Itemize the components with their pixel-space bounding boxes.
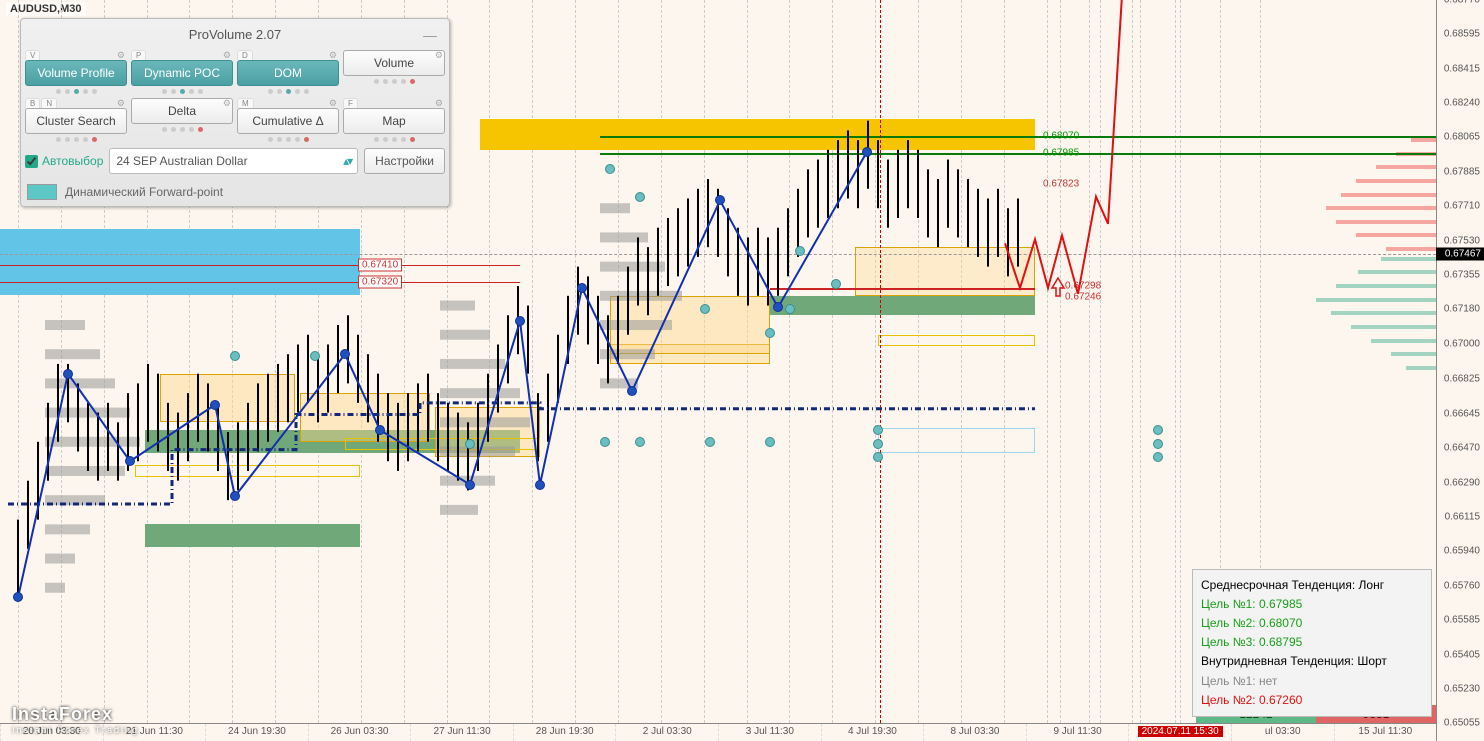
panel-forward-row: Динамический Forward-point xyxy=(25,180,445,202)
y-axis: 0.68770 0.68595 0.68415 0.68240 0.68065 0.678… xyxy=(1436,0,1484,741)
target-green: Цель №1: 0.67985 xyxy=(1201,595,1423,614)
x-tick: 15 Jul 11:30 xyxy=(1334,724,1437,741)
y-tick: 0.67710 xyxy=(1444,201,1480,212)
instrument-select-value: 24 SEP Australian Dollar xyxy=(116,154,247,168)
panel-minimize-icon[interactable]: — xyxy=(423,27,437,43)
price-label: 0.68070 xyxy=(1040,131,1082,142)
x-tick: 24 Jun 19:30 xyxy=(205,724,308,741)
target-grey: Цель №1: нет xyxy=(1201,672,1423,691)
y-tick: 0.68240 xyxy=(1444,98,1480,109)
x-tick: 4 Jul 19:30 xyxy=(821,724,924,741)
y-tick: 0.66115 xyxy=(1445,511,1480,522)
panel-button[interactable]: DOM xyxy=(237,60,339,86)
settings-button[interactable]: Настройки xyxy=(364,148,445,174)
y-tick: 0.66825 xyxy=(1444,373,1480,384)
y-tick: 0.65055 xyxy=(1444,718,1480,729)
price-label: 0.67985 xyxy=(1040,147,1082,158)
price-label: 0.67246 xyxy=(1062,291,1104,302)
x-tick: 8 Jul 03:30 xyxy=(923,724,1026,741)
price-label: 0.68795 xyxy=(1040,0,1082,1)
forward-point-swatch xyxy=(27,184,57,200)
x-tick: 28 Jun 19:30 xyxy=(513,724,616,741)
x-tick: 3 Jul 11:30 xyxy=(718,724,821,741)
panel-button[interactable]: Volume Profile xyxy=(25,60,127,86)
price-label: 0.67823 xyxy=(1040,179,1082,190)
current-price-marker: 0.67467 xyxy=(1436,247,1484,260)
autoselect-checkbox[interactable]: Автовыбор xyxy=(25,154,103,168)
panel-button[interactable]: Dynamic POC xyxy=(131,60,233,86)
y-tick: 0.66470 xyxy=(1444,442,1480,453)
y-tick: 0.65405 xyxy=(1444,649,1480,660)
x-tick: 26 Jun 03:30 xyxy=(308,724,411,741)
brand-logo: InstaForex Instant Forex Trading xyxy=(12,704,139,735)
target-green: Цель №2: 0.68070 xyxy=(1201,614,1423,633)
gear-icon[interactable]: ⚙ xyxy=(435,98,443,109)
x-tick: 2024.07.11 15:30 xyxy=(1128,724,1231,741)
trend-info-box: Среднесрочная Тенденция: Лонг Цель №1: 0… xyxy=(1192,569,1432,717)
y-tick: 0.67885 xyxy=(1444,167,1480,178)
select-arrows-icon: ▴▾ xyxy=(343,154,351,168)
gear-icon[interactable]: ⚙ xyxy=(223,98,231,109)
panel-button[interactable]: Volume xyxy=(343,50,445,76)
intraday-trend-label: Внутридневная Тенденция: Шорт xyxy=(1201,652,1423,671)
y-tick: 0.67355 xyxy=(1444,270,1480,281)
y-tick: 0.68415 xyxy=(1444,64,1480,75)
gear-icon[interactable]: ⚙ xyxy=(117,98,125,109)
panel-button[interactable]: Map xyxy=(343,108,445,134)
gear-icon[interactable]: ⚙ xyxy=(329,98,337,109)
y-tick: 0.67180 xyxy=(1444,304,1480,315)
x-tick: ul 03:30 xyxy=(1231,724,1334,741)
gear-icon[interactable]: ⚙ xyxy=(117,50,125,61)
y-tick: 0.67530 xyxy=(1444,236,1480,247)
gear-icon[interactable]: ⚙ xyxy=(223,50,231,61)
panel-select-row: Автовыбор 24 SEP Australian Dollar ▴▾ На… xyxy=(25,148,445,174)
brand-tagline: Instant Forex Trading xyxy=(12,725,139,735)
provolume-panel: ProVolume 2.07 — V⚙Volume ProfileP⚙Dynam… xyxy=(20,18,450,207)
forward-point-label: Динамический Forward-point xyxy=(65,185,223,199)
y-tick: 0.68770 xyxy=(1444,0,1480,6)
brand-name: InstaForex xyxy=(12,704,113,724)
panel-title: ProVolume 2.07 — xyxy=(25,23,445,50)
y-tick: 0.65230 xyxy=(1444,683,1480,694)
price-label: 0.67320 xyxy=(358,276,402,289)
autoselect-label: Автовыбор xyxy=(42,154,103,168)
midterm-trend-label: Среднесрочная Тенденция: Лонг xyxy=(1201,576,1423,595)
panel-title-text: ProVolume 2.07 xyxy=(189,27,282,42)
target-green: Цель №3: 0.68795 xyxy=(1201,633,1423,652)
panel-buttons-row1: V⚙Volume ProfileP⚙Dynamic POCD⚙DOM⚙Volum… xyxy=(25,50,445,94)
chart-container: AUDUSD,M30 0.687950.680700.679850.678230… xyxy=(0,0,1484,741)
panel-button[interactable]: Cumulative Δ xyxy=(237,108,339,134)
targets-green: Цель №1: 0.67985Цель №2: 0.68070Цель №3:… xyxy=(1201,595,1423,653)
panel-button[interactable]: Delta xyxy=(131,98,233,124)
y-tick: 0.66290 xyxy=(1444,477,1480,488)
panel-buttons-row2: BN⚙Cluster Search⚙DeltaM⚙Cumulative ΔF⚙M… xyxy=(25,98,445,142)
price-label: 0.67410 xyxy=(358,258,402,271)
y-tick: 0.67000 xyxy=(1444,339,1480,350)
panel-button[interactable]: Cluster Search xyxy=(25,108,127,134)
y-tick: 0.66645 xyxy=(1444,408,1480,419)
y-tick: 0.65940 xyxy=(1444,545,1480,556)
gear-icon[interactable]: ⚙ xyxy=(435,50,443,61)
x-tick: 2 Jul 03:30 xyxy=(615,724,718,741)
y-tick: 0.68065 xyxy=(1444,132,1480,143)
x-axis: 20 Jun 03:3021 Jun 11:3024 Jun 19:3026 J… xyxy=(0,723,1436,741)
y-tick: 0.65585 xyxy=(1444,614,1480,625)
gear-icon[interactable]: ⚙ xyxy=(329,50,337,61)
y-tick: 0.65760 xyxy=(1444,580,1480,591)
x-tick: 9 Jul 11:30 xyxy=(1026,724,1129,741)
target-red: Цель №2: 0.67260 xyxy=(1201,691,1423,710)
instrument-select[interactable]: 24 SEP Australian Dollar ▴▾ xyxy=(109,148,358,174)
autoselect-input[interactable] xyxy=(25,155,38,168)
y-tick: 0.68595 xyxy=(1444,29,1480,40)
x-tick: 27 Jun 11:30 xyxy=(410,724,513,741)
